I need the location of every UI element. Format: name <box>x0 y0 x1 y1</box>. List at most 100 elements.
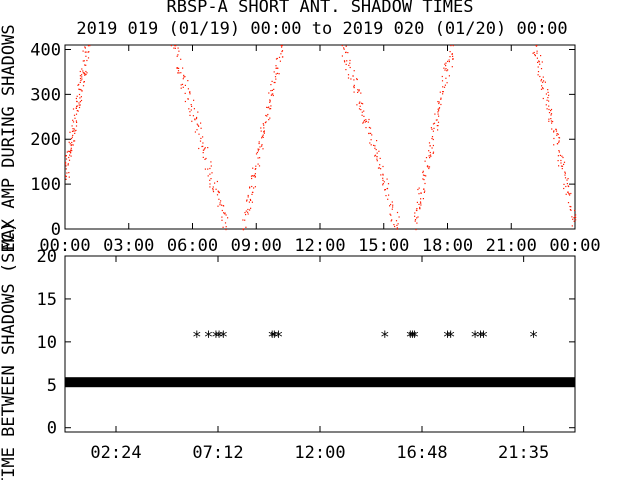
amp-point <box>343 48 345 50</box>
amp-point <box>242 219 244 221</box>
amp-point <box>81 74 83 76</box>
amp-point <box>353 91 355 93</box>
amp-point <box>429 151 431 154</box>
amp-point <box>259 157 261 159</box>
gap-point: * <box>218 327 228 346</box>
amp-point <box>198 133 200 135</box>
amp-point <box>548 94 550 96</box>
amp-point <box>69 150 71 153</box>
amp-point <box>445 68 447 70</box>
amp-point <box>533 51 535 54</box>
amp-point <box>551 122 553 124</box>
amp-point <box>255 168 257 170</box>
amp-point <box>548 100 550 102</box>
amp-point <box>384 189 386 191</box>
amp-x-tick-label: 03:00 <box>103 236 154 256</box>
amp-point <box>563 163 565 165</box>
amp-point <box>204 147 206 149</box>
amp-point <box>438 101 440 103</box>
amp-point <box>548 105 550 107</box>
amp-panel: 0 100 200 300 400 00:00 03:00 06:00 09:00 12:00 1… <box>0 24 601 256</box>
gap-y-tick-label: 5 <box>47 376 57 396</box>
amp-point <box>359 105 361 107</box>
gap-x-tick-label: 21:35 <box>498 443 549 463</box>
amp-point <box>378 150 380 152</box>
amp-point <box>282 56 284 58</box>
amp-point <box>267 113 269 116</box>
amp-point <box>174 47 176 49</box>
amp-point <box>568 185 570 188</box>
amp-point <box>200 127 202 129</box>
amp-point <box>368 126 370 129</box>
amp-point <box>242 228 244 230</box>
amp-point <box>209 179 211 181</box>
amp-point <box>422 178 424 180</box>
amp-point <box>250 207 252 209</box>
amp-point <box>65 155 67 157</box>
amp-point <box>71 125 73 127</box>
amp-point <box>87 45 90 47</box>
amp-point <box>384 189 386 191</box>
amp-point <box>437 125 439 127</box>
amp-point <box>422 171 424 174</box>
amp-point <box>281 50 283 53</box>
gap-y-tick-label: 10 <box>37 333 57 353</box>
amp-x-tick-label: 00:00 <box>39 236 90 256</box>
amp-point <box>564 174 566 176</box>
amp-point <box>550 110 552 112</box>
amp-point <box>538 61 540 63</box>
amp-point <box>205 157 207 160</box>
amp-point <box>365 119 367 121</box>
amp-point <box>397 223 399 225</box>
amp-point <box>542 88 544 90</box>
amp-point <box>82 60 84 62</box>
amp-point <box>344 61 346 63</box>
amp-point <box>427 166 429 168</box>
amp-point <box>392 204 394 206</box>
amp-point <box>441 75 443 78</box>
amp-point <box>79 77 82 80</box>
amp-point <box>71 141 73 144</box>
amp-point <box>568 193 570 195</box>
amp-point <box>68 176 70 178</box>
amp-point <box>423 179 425 181</box>
gap-scatter-points: * **** *** * *** ** *** * <box>65 327 575 388</box>
amp-point <box>341 55 343 57</box>
amp-point <box>390 214 392 216</box>
amp-point <box>379 157 381 159</box>
amp-point <box>428 142 431 144</box>
amp-point <box>349 66 351 69</box>
amp-point <box>87 51 89 53</box>
gap-point: * <box>443 327 453 346</box>
amp-point <box>82 72 84 74</box>
amp-point <box>204 158 206 160</box>
amp-point <box>252 167 254 169</box>
amp-point <box>221 216 223 218</box>
amp-point <box>249 198 251 201</box>
amp-point <box>84 74 86 76</box>
amp-point <box>247 211 249 213</box>
amp-point <box>75 113 78 115</box>
amp-point <box>182 86 184 88</box>
amp-point <box>83 72 85 74</box>
amp-point <box>437 101 439 103</box>
amp-point <box>536 50 538 52</box>
amp-point <box>65 158 68 160</box>
amp-point <box>268 106 270 108</box>
amp-point <box>433 122 436 124</box>
amp-point <box>437 121 440 123</box>
amp-point <box>428 155 430 157</box>
amp-point <box>66 172 68 174</box>
amp-point <box>72 144 74 146</box>
amp-point <box>363 110 365 112</box>
amp-point <box>442 93 444 95</box>
amp-point <box>541 85 543 87</box>
amp-point <box>74 117 76 119</box>
amp-point <box>550 120 552 122</box>
amp-point <box>222 226 224 228</box>
amp-point <box>258 141 260 143</box>
amp-point <box>573 220 575 222</box>
amp-point <box>541 61 543 63</box>
amp-point <box>550 118 552 120</box>
amp-point <box>78 102 80 104</box>
